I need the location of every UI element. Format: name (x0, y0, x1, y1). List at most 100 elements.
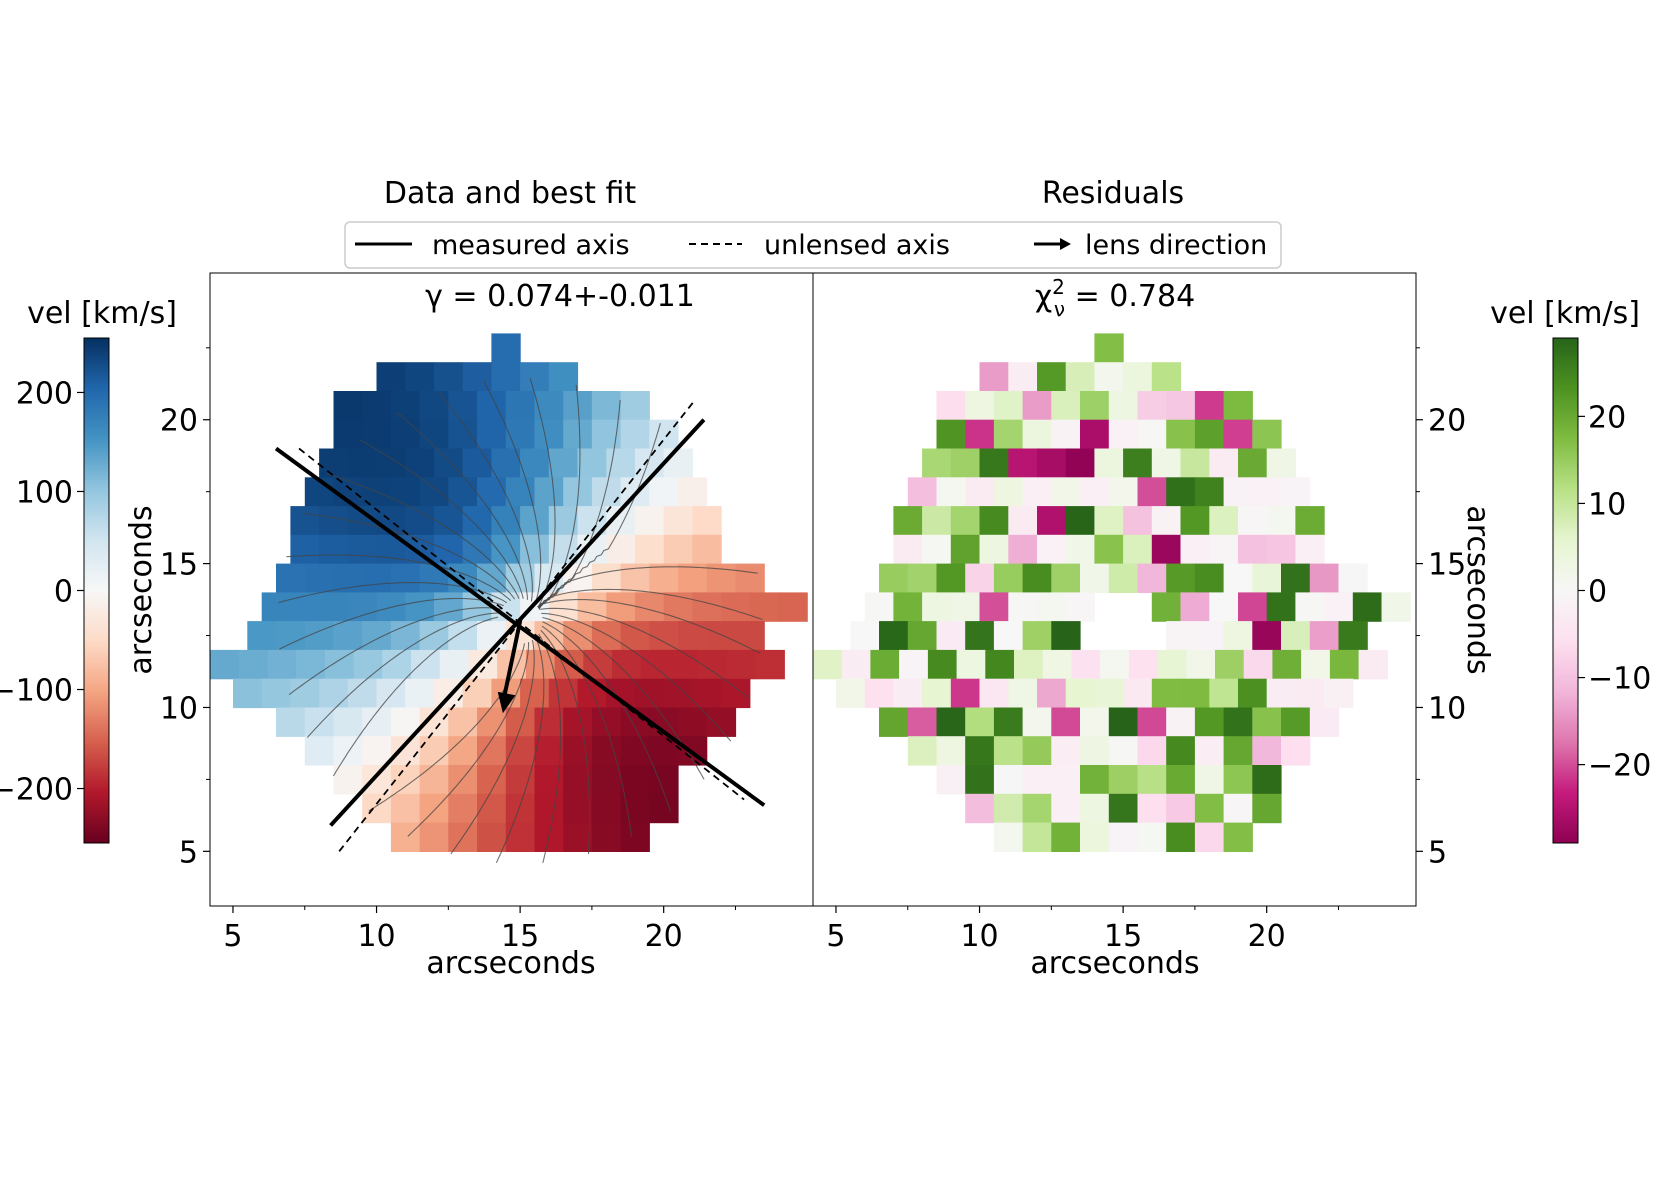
heatmap-cell (468, 649, 498, 680)
heatmap-cell (907, 563, 938, 593)
heatmap-cell (477, 419, 507, 450)
heatmap-cell (1157, 649, 1187, 680)
heatmap-cell (376, 362, 406, 392)
heatmap-cell (1151, 534, 1182, 565)
heatmap-cell (491, 362, 521, 392)
heatmap-cell (1108, 793, 1139, 824)
heatmap-cell (290, 534, 320, 565)
heatmap-cell (950, 678, 981, 709)
x-tick-label: 5 (826, 919, 845, 954)
heatmap-cell (419, 391, 449, 421)
heatmap-cell (899, 649, 929, 680)
heatmap-cell (1080, 477, 1110, 507)
heatmap-cell (706, 621, 737, 651)
heatmap-cell (620, 765, 650, 795)
heatmap-cell (319, 678, 349, 709)
heatmap-cell (1281, 621, 1311, 651)
heatmap-cell (1309, 707, 1340, 737)
heatmap-cell (1022, 736, 1052, 766)
heatmap-cell (419, 793, 449, 824)
heatmap-cell (950, 534, 981, 565)
heatmap-cell (233, 678, 263, 709)
colorbar-tick-label: −200 (0, 773, 73, 808)
heatmap-cell (390, 477, 421, 507)
heatmap-cell (979, 592, 1009, 622)
lens-direction-arrowhead (497, 691, 516, 714)
colorbar-tick-label: −20 (1588, 749, 1651, 784)
heatmap-cell (1243, 649, 1273, 680)
heatmap-cell (591, 621, 622, 651)
heatmap-cell (276, 563, 306, 593)
heatmap-cell (405, 506, 435, 536)
heatmap-cell (1223, 707, 1253, 737)
heatmap-cell (663, 592, 693, 622)
heatmap-cell (893, 506, 923, 536)
heatmap-cell (755, 649, 785, 680)
heatmap-cell (505, 793, 536, 824)
heatmap-cell (1166, 391, 1196, 421)
heatmap-cell (1080, 822, 1110, 852)
heatmap-cell (448, 793, 478, 824)
heatmap-cell (649, 765, 679, 795)
lens-direction-arrow (500, 620, 523, 704)
heatmap-cell (1051, 822, 1081, 852)
heatmap-cell (993, 736, 1024, 766)
heatmap-cell (907, 477, 938, 507)
left-gamma-annotation: γ = 0.074+-0.011 (425, 279, 695, 314)
heatmap-cell (1022, 477, 1052, 507)
heatmap-cell (922, 506, 952, 536)
heatmap-cell (936, 563, 966, 593)
heatmap-cell (1194, 391, 1225, 421)
heatmap-cell (1123, 448, 1153, 478)
heatmap-cell (1094, 506, 1124, 536)
streamline (529, 378, 556, 608)
heatmap-cell (577, 448, 607, 478)
heatmap-cell (1166, 707, 1196, 737)
heatmap-cell (1022, 563, 1052, 593)
heatmap-cell (347, 534, 378, 565)
x-tick-label: 15 (1104, 919, 1142, 954)
heatmap-cell (1252, 765, 1282, 795)
heatmap-cell (1252, 793, 1282, 824)
unlensed-axis-line (298, 447, 745, 801)
streamline (541, 612, 732, 742)
chi-value: = 0.784 (1065, 279, 1195, 314)
heatmap-cell (1166, 736, 1196, 766)
heatmap-cell (678, 707, 708, 737)
heatmap-cell (577, 592, 607, 622)
heatmap-cell (1137, 419, 1167, 450)
left-xlabel: arcseconds (426, 946, 595, 981)
heatmap-cell (520, 534, 550, 565)
streamline (540, 629, 591, 855)
heatmap-cell (520, 506, 550, 536)
heatmap-cell (985, 649, 1015, 680)
right-chi-annotation: χ2 ν = 0.784 (1035, 275, 1195, 321)
heatmap-cell (505, 765, 536, 795)
heatmap-cell (1051, 563, 1081, 593)
heatmap-cell (1272, 649, 1302, 680)
heatmap-cell (247, 621, 277, 651)
heatmap-cell (534, 391, 564, 421)
heatmap-cell (1223, 477, 1253, 507)
x-tick-label: 5 (223, 919, 242, 954)
heatmap-cell (1252, 563, 1282, 593)
heatmap-cell (1252, 477, 1282, 507)
heatmap-cell (1281, 563, 1311, 593)
heatmap-cell (922, 448, 952, 478)
heatmap-cell (606, 592, 636, 622)
heatmap-cell (1051, 477, 1081, 507)
heatmap-cell (304, 736, 335, 766)
heatmap-cell (505, 477, 536, 507)
heatmap-cell (591, 477, 622, 507)
heatmap-cell (563, 707, 593, 737)
left-axis-overlays (274, 399, 766, 852)
heatmap-cell (993, 419, 1024, 450)
heatmap-cell (1194, 477, 1225, 507)
heatmap-cell (1100, 649, 1130, 680)
heatmap-cell (1324, 592, 1354, 622)
heatmap-cell (692, 678, 722, 709)
heatmap-cell (1037, 362, 1067, 392)
heatmap-cell (635, 534, 665, 565)
legend-unlensed-axis-label: unlensed axis (764, 230, 950, 261)
